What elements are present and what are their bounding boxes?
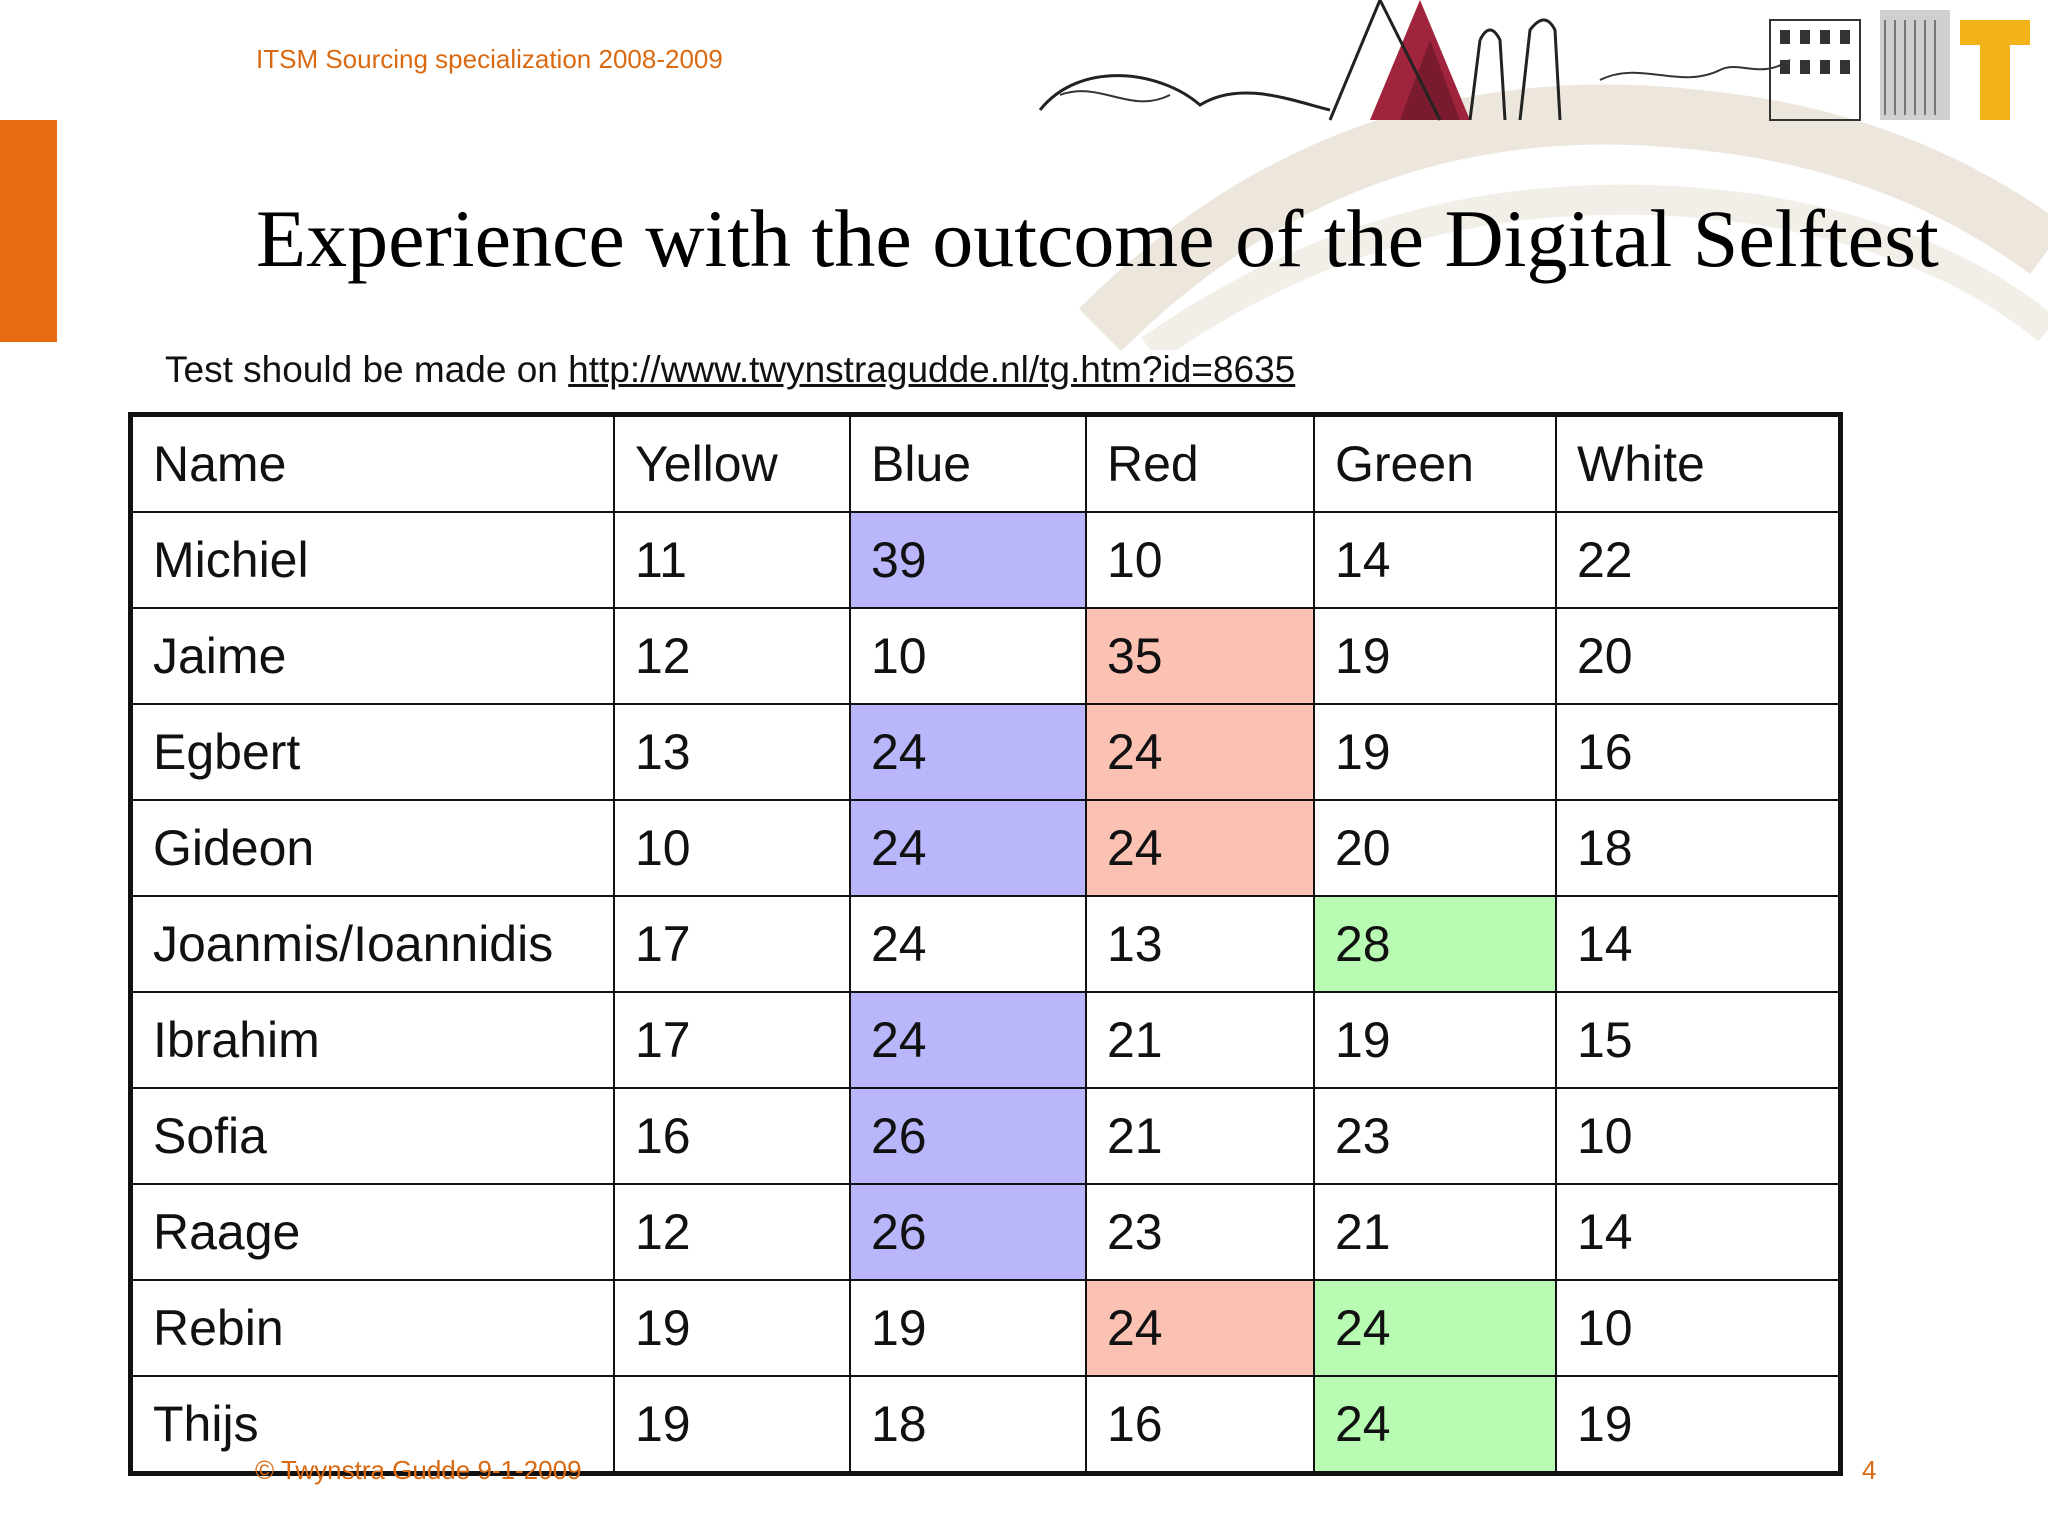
score-cell-red: 24 <box>1085 799 1315 897</box>
score-cell-red: 16 <box>1085 1375 1315 1475</box>
table-header-row: Name Yellow Blue Red Green White <box>129 413 1842 513</box>
footer-copyright: © Twynstra Gudde 9-1-2009 <box>255 1455 582 1485</box>
table-row: Joanmis/Ioannidis 17 24 13 28 14 <box>129 895 1842 993</box>
table-row: Sofia 16 26 21 23 10 <box>129 1087 1842 1185</box>
score-cell-blue: 26 <box>849 1087 1087 1185</box>
score-cell-red: 13 <box>1085 895 1315 993</box>
score-cell-yellow: 19 <box>613 1279 851 1377</box>
score-cell-green: 19 <box>1313 607 1557 705</box>
score-cell-red: 21 <box>1085 1087 1315 1185</box>
score-cell-white: 14 <box>1555 895 1842 993</box>
decorative-sketch-image <box>1038 0 2048 350</box>
name-cell: Ibrahim <box>129 991 615 1089</box>
score-cell-yellow: 12 <box>613 607 851 705</box>
test-link[interactable]: http://www.twynstragudde.nl/tg.htm?id=86… <box>568 349 1296 390</box>
column-header-blue: Blue <box>849 413 1087 513</box>
name-cell: Joanmis/Ioannidis <box>129 895 615 993</box>
score-cell-white: 10 <box>1555 1279 1842 1377</box>
page-title: Experience with the outcome of the Digit… <box>256 193 1939 284</box>
score-cell-green: 21 <box>1313 1183 1557 1281</box>
column-header-red: Red <box>1085 413 1315 513</box>
score-cell-white: 10 <box>1555 1087 1842 1185</box>
score-cell-yellow: 17 <box>613 991 851 1089</box>
score-cell-white: 14 <box>1555 1183 1842 1281</box>
name-cell: Sofia <box>129 1087 615 1185</box>
score-cell-blue: 26 <box>849 1183 1087 1281</box>
name-cell: Egbert <box>129 703 615 801</box>
column-header-green: Green <box>1313 413 1557 513</box>
table-row: Raage 12 26 23 21 14 <box>129 1183 1842 1281</box>
score-cell-green: 19 <box>1313 991 1557 1089</box>
score-cell-yellow: 16 <box>613 1087 851 1185</box>
header-course-text: ITSM Sourcing specialization 2008-2009 <box>256 44 723 74</box>
score-cell-blue: 10 <box>849 607 1087 705</box>
name-cell: Jaime <box>129 607 615 705</box>
score-cell-white: 16 <box>1555 703 1842 801</box>
score-cell-white: 18 <box>1555 799 1842 897</box>
table-row: Rebin 19 19 24 24 10 <box>129 1279 1842 1377</box>
score-cell-green: 28 <box>1313 895 1557 993</box>
score-cell-yellow: 17 <box>613 895 851 993</box>
score-cell-blue: 19 <box>849 1279 1087 1377</box>
score-cell-yellow: 13 <box>613 703 851 801</box>
score-cell-green: 19 <box>1313 703 1557 801</box>
score-cell-red: 24 <box>1085 703 1315 801</box>
score-cell-red: 23 <box>1085 1183 1315 1281</box>
score-cell-blue: 24 <box>849 703 1087 801</box>
score-cell-white: 20 <box>1555 607 1842 705</box>
page-number: 4 <box>1862 1455 1877 1485</box>
table-row: Gideon 10 24 24 20 18 <box>129 799 1842 897</box>
score-cell-red: 10 <box>1085 511 1315 609</box>
name-cell: Rebin <box>129 1279 615 1377</box>
subtitle: Test should be made on http://www.twynst… <box>165 349 1295 391</box>
column-header-name: Name <box>129 413 615 513</box>
column-header-white: White <box>1555 413 1842 513</box>
score-cell-blue: 18 <box>849 1375 1087 1475</box>
name-cell: Raage <box>129 1183 615 1281</box>
table-row: Egbert 13 24 24 19 16 <box>129 703 1842 801</box>
column-header-yellow: Yellow <box>613 413 851 513</box>
score-cell-green: 24 <box>1313 1375 1557 1475</box>
accent-bar <box>0 120 57 342</box>
score-cell-white: 19 <box>1555 1375 1842 1475</box>
score-cell-green: 14 <box>1313 511 1557 609</box>
name-cell: Gideon <box>129 799 615 897</box>
score-cell-blue: 24 <box>849 799 1087 897</box>
score-cell-yellow: 10 <box>613 799 851 897</box>
score-cell-green: 24 <box>1313 1279 1557 1377</box>
table-row: Michiel 11 39 10 14 22 <box>129 511 1842 609</box>
score-cell-blue: 24 <box>849 991 1087 1089</box>
score-cell-yellow: 12 <box>613 1183 851 1281</box>
table-row: Thijs 19 18 16 24 19 <box>129 1375 1842 1475</box>
score-cell-red: 35 <box>1085 607 1315 705</box>
score-cell-red: 21 <box>1085 991 1315 1089</box>
score-cell-green: 20 <box>1313 799 1557 897</box>
score-cell-green: 23 <box>1313 1087 1557 1185</box>
score-cell-white: 15 <box>1555 991 1842 1089</box>
table-row: Ibrahim 17 24 21 19 15 <box>129 991 1842 1089</box>
score-cell-blue: 24 <box>849 895 1087 993</box>
name-cell: Thijs <box>129 1375 615 1475</box>
name-cell: Michiel <box>129 511 615 609</box>
score-cell-white: 22 <box>1555 511 1842 609</box>
score-cell-red: 24 <box>1085 1279 1315 1377</box>
score-cell-blue: 39 <box>849 511 1087 609</box>
score-cell-yellow: 19 <box>613 1375 851 1475</box>
results-table: Name Yellow Blue Red Green White Michiel 11 39 1… <box>128 412 1843 1476</box>
subtitle-prefix: Test should be made on <box>165 349 569 390</box>
score-cell-yellow: 11 <box>613 511 851 609</box>
table-row: Jaime 12 10 35 19 20 <box>129 607 1842 705</box>
